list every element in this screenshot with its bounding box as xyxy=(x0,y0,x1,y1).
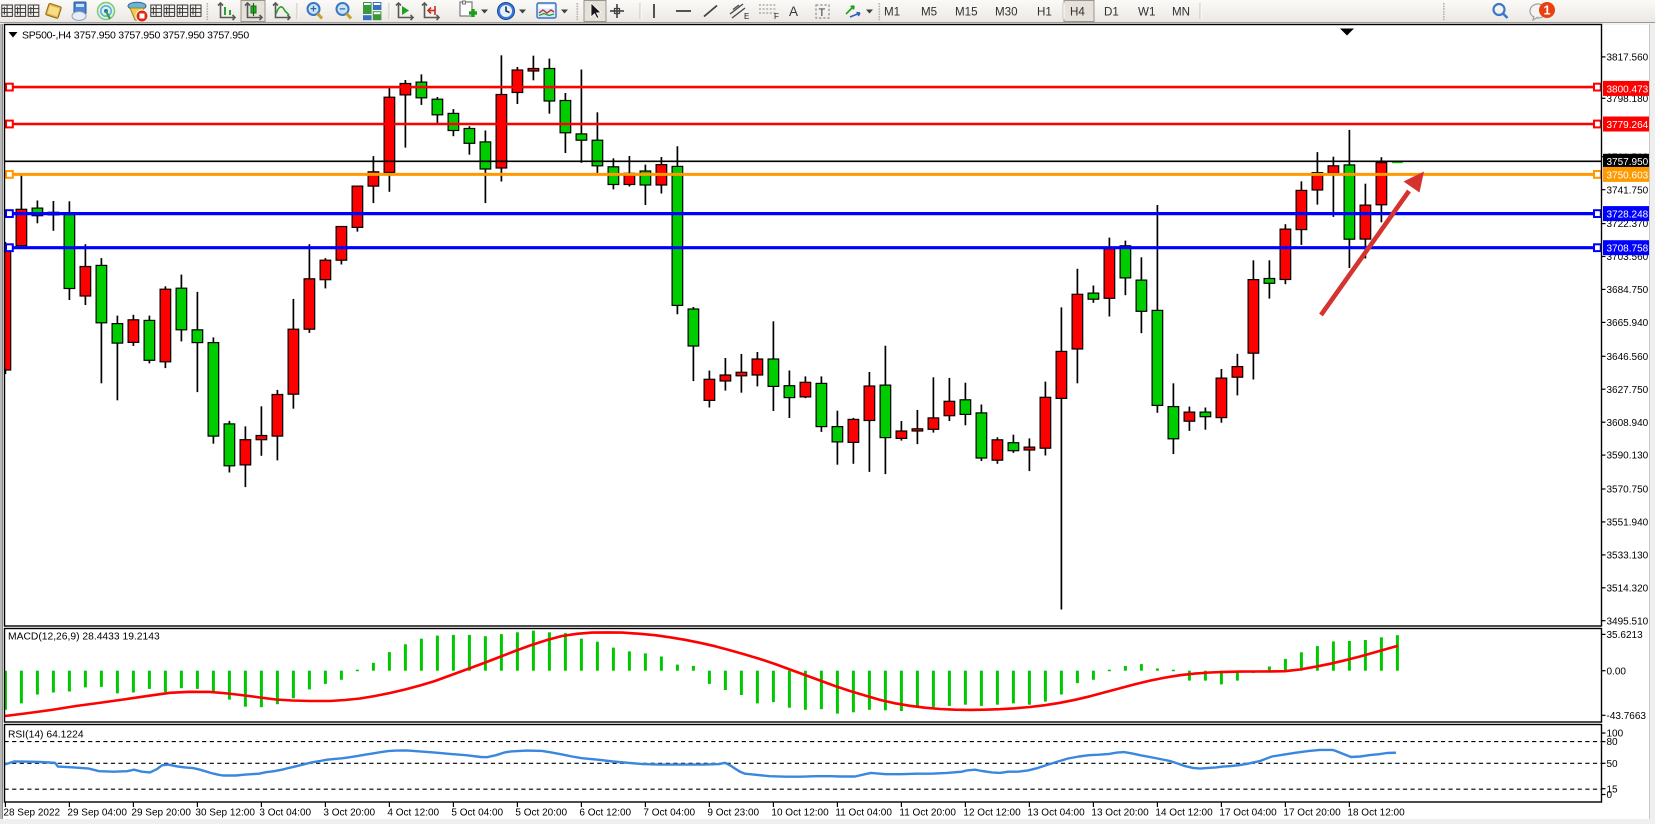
svg-text:T: T xyxy=(819,7,826,19)
svg-text:3750.603: 3750.603 xyxy=(1607,170,1649,181)
svg-text:6 Oct 12:00: 6 Oct 12:00 xyxy=(579,808,631,819)
svg-text:0.00: 0.00 xyxy=(1607,666,1627,677)
svg-text:H1: H1 xyxy=(1037,5,1052,18)
svg-text:3646.560: 3646.560 xyxy=(1607,352,1649,363)
svg-text:3684.750: 3684.750 xyxy=(1607,285,1649,296)
svg-text:3779.264: 3779.264 xyxy=(1607,120,1649,131)
svg-text:SP500-,H4 3757.950 3757.950 3: SP500-,H4 3757.950 3757.950 3757.950 375… xyxy=(22,30,249,42)
svg-text:3495.510: 3495.510 xyxy=(1607,616,1649,627)
svg-text:13 Oct 20:00: 13 Oct 20:00 xyxy=(1091,808,1149,819)
svg-text:3708.758: 3708.758 xyxy=(1607,244,1649,255)
svg-text:3741.750: 3741.750 xyxy=(1607,185,1649,196)
svg-text:14 Oct 12:00: 14 Oct 12:00 xyxy=(1155,808,1213,819)
svg-text:3608.940: 3608.940 xyxy=(1607,418,1649,429)
svg-text:3665.940: 3665.940 xyxy=(1607,318,1649,329)
svg-text:3798.180: 3798.180 xyxy=(1607,94,1649,105)
svg-text:1: 1 xyxy=(1544,3,1551,17)
svg-text:W1: W1 xyxy=(1138,5,1155,18)
svg-text:7 Oct 04:00: 7 Oct 04:00 xyxy=(643,808,695,819)
svg-text:E: E xyxy=(744,12,749,21)
svg-text:A: A xyxy=(789,4,798,19)
svg-text:3627.750: 3627.750 xyxy=(1607,385,1649,396)
svg-text:M30: M30 xyxy=(995,5,1018,18)
svg-text:29 Sep 04:00: 29 Sep 04:00 xyxy=(67,808,127,819)
svg-text:3728.248: 3728.248 xyxy=(1607,210,1649,221)
svg-text:3 Oct 20:00: 3 Oct 20:00 xyxy=(323,808,375,819)
svg-text:80: 80 xyxy=(1607,737,1619,748)
svg-text:H4: H4 xyxy=(1070,5,1085,18)
svg-text:RSI(14) 64.1224: RSI(14) 64.1224 xyxy=(8,730,84,741)
svg-text:3817.560: 3817.560 xyxy=(1607,53,1649,64)
svg-text:15: 15 xyxy=(1607,784,1619,795)
svg-text:50: 50 xyxy=(1607,759,1619,770)
svg-text:13 Oct 04:00: 13 Oct 04:00 xyxy=(1027,808,1085,819)
svg-text:3800.473: 3800.473 xyxy=(1607,84,1649,95)
svg-text:5 Oct 04:00: 5 Oct 04:00 xyxy=(451,808,503,819)
svg-text:+: + xyxy=(310,3,316,15)
svg-text:−: − xyxy=(339,3,345,15)
svg-text:35.6213: 35.6213 xyxy=(1607,630,1644,641)
svg-text:3757.950: 3757.950 xyxy=(1607,157,1649,168)
svg-text:3722.370: 3722.370 xyxy=(1607,219,1649,230)
svg-text:3514.320: 3514.320 xyxy=(1607,583,1649,594)
svg-text:M5: M5 xyxy=(921,5,937,18)
svg-text:11 Oct 20:00: 11 Oct 20:00 xyxy=(899,808,956,819)
svg-text:17 Oct 04:00: 17 Oct 04:00 xyxy=(1219,808,1277,819)
svg-text:3551.940: 3551.940 xyxy=(1607,518,1649,529)
svg-text:3703.560: 3703.560 xyxy=(1607,252,1649,263)
svg-text:12 Oct 12:00: 12 Oct 12:00 xyxy=(963,808,1021,819)
svg-text:3 Oct 04:00: 3 Oct 04:00 xyxy=(259,808,311,819)
svg-text:18 Oct 12:00: 18 Oct 12:00 xyxy=(1347,808,1405,819)
svg-text:4 Oct 12:00: 4 Oct 12:00 xyxy=(387,808,439,819)
svg-text:100: 100 xyxy=(1607,729,1624,740)
svg-text:0: 0 xyxy=(1607,790,1613,801)
svg-text:3570.750: 3570.750 xyxy=(1607,485,1649,496)
svg-text:29 Sep 20:00: 29 Sep 20:00 xyxy=(131,808,191,819)
svg-text:-43.7663: -43.7663 xyxy=(1607,711,1647,722)
svg-text:MACD(12,26,9) 28.4433 19.2143: MACD(12,26,9) 28.4433 19.2143 xyxy=(8,632,160,643)
svg-text:M1: M1 xyxy=(884,5,900,18)
svg-text:17 Oct 20:00: 17 Oct 20:00 xyxy=(1283,808,1341,819)
svg-text:11 Oct 04:00: 11 Oct 04:00 xyxy=(835,808,892,819)
svg-text:MN: MN xyxy=(1172,5,1190,18)
svg-text:9 Oct 23:00: 9 Oct 23:00 xyxy=(707,808,759,819)
svg-text:F: F xyxy=(774,12,779,21)
svg-text:M15: M15 xyxy=(955,5,978,18)
svg-text:10 Oct 12:00: 10 Oct 12:00 xyxy=(771,808,829,819)
svg-text:5 Oct 20:00: 5 Oct 20:00 xyxy=(515,808,567,819)
svg-text:28 Sep 2022: 28 Sep 2022 xyxy=(3,808,60,819)
svg-text:D1: D1 xyxy=(1104,5,1119,18)
svg-text:30 Sep 12:00: 30 Sep 12:00 xyxy=(195,808,255,819)
svg-text:3533.130: 3533.130 xyxy=(1607,551,1649,562)
svg-text:3590.130: 3590.130 xyxy=(1607,451,1649,462)
